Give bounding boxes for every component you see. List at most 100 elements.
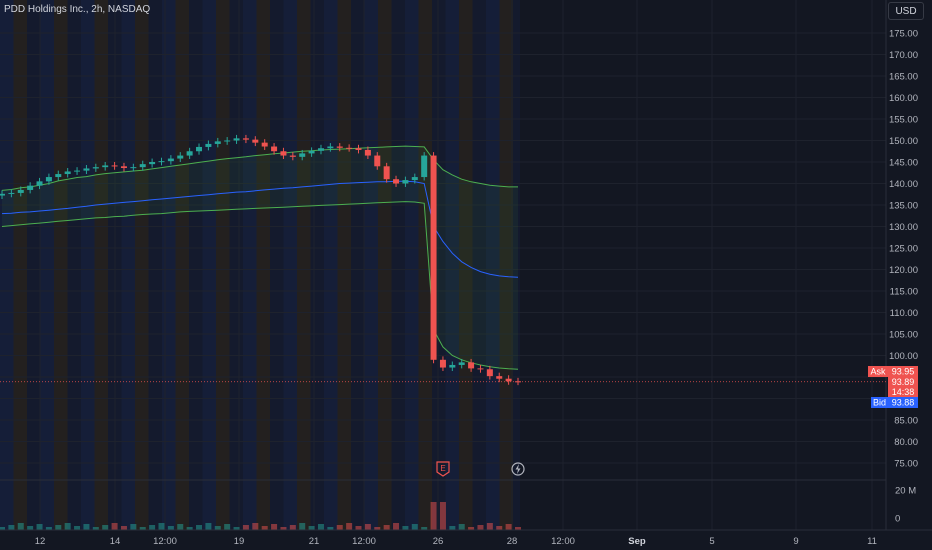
x-tick-label: 28 — [507, 536, 518, 547]
x-tick-label: 12 — [35, 536, 46, 547]
y-tick-label: 130.00 — [889, 222, 918, 233]
session-stripe — [391, 0, 405, 530]
volume-bar — [224, 524, 231, 530]
y-tick-label: 100.00 — [889, 351, 918, 362]
volume-bar — [102, 525, 109, 530]
candle-body — [196, 146, 203, 152]
volume-bar — [374, 527, 381, 530]
y-tick-label: 120.00 — [889, 265, 918, 276]
session-stripe — [81, 0, 95, 530]
candle-body — [477, 368, 484, 370]
candle-body — [74, 170, 81, 172]
session-stripe — [54, 0, 68, 530]
session-stripe — [324, 0, 338, 530]
y-tick-label: 165.00 — [889, 72, 918, 83]
candle-body — [411, 177, 418, 181]
y-tick-label: 105.00 — [889, 330, 918, 341]
grid-lines — [0, 0, 886, 530]
session-stripe — [27, 0, 41, 530]
candle-body — [167, 158, 174, 162]
session-stripe — [351, 0, 365, 530]
volume-bar — [242, 525, 249, 530]
candle-body — [261, 142, 268, 147]
dividend-marker[interactable] — [511, 462, 525, 476]
bid-label-tag — [871, 397, 888, 408]
candle-body — [158, 161, 165, 163]
candle-body — [186, 151, 193, 156]
session-stripe — [297, 0, 311, 530]
volume-bar — [515, 527, 521, 530]
candle-body — [289, 155, 296, 157]
volume-bar — [383, 525, 390, 530]
x-tick-label: Sep — [628, 536, 646, 547]
currency-button[interactable]: USD — [888, 2, 924, 20]
volume-bar — [486, 523, 493, 530]
session-stripe — [513, 0, 520, 530]
candle-body — [421, 155, 428, 178]
volume-bar — [8, 525, 15, 530]
candle-body — [458, 362, 465, 365]
volume-bar — [439, 502, 446, 530]
volume-bar — [27, 526, 34, 530]
ask-label: Ask — [870, 367, 886, 377]
volume-bar — [186, 527, 193, 530]
volume-tick-label: 20 M — [895, 486, 916, 497]
candle-body — [8, 192, 15, 194]
session-stripe — [270, 0, 284, 530]
candle-body — [393, 179, 400, 184]
y-tick-label: 75.00 — [894, 459, 918, 470]
time-axis-bg — [0, 530, 932, 550]
volume-bar — [430, 502, 437, 530]
volume-bar — [139, 527, 146, 530]
session-stripe — [13, 0, 27, 530]
session-stripe — [364, 0, 378, 530]
session-stripe — [499, 0, 513, 530]
candle-body — [149, 162, 156, 165]
volume-bar — [299, 523, 306, 530]
volume-bar — [271, 524, 278, 530]
volume-bar — [402, 526, 409, 530]
volume-bar — [505, 524, 512, 530]
ask-label-tag — [868, 366, 888, 377]
volume-bar — [214, 526, 221, 530]
volume-bar — [130, 524, 137, 530]
candle-body — [111, 165, 118, 167]
volume-bar — [64, 523, 71, 530]
x-tick-label: 26 — [433, 536, 444, 547]
session-stripe — [486, 0, 500, 530]
candle-body — [374, 155, 381, 167]
candle-body — [130, 167, 137, 169]
candle-body — [336, 146, 343, 148]
session-stripe — [189, 0, 203, 530]
volume-bar — [149, 525, 156, 530]
earnings-marker[interactable]: E — [436, 461, 450, 477]
event-markers[interactable]: E — [436, 461, 525, 477]
volume-bar — [346, 523, 353, 530]
volume-bar — [17, 523, 24, 530]
session-stripe — [162, 0, 176, 530]
session-stripe — [121, 0, 135, 530]
candle-body — [299, 153, 306, 157]
session-stripe — [310, 0, 324, 530]
ask-value-tag — [888, 366, 918, 377]
last-price-value: 93.89 — [892, 377, 915, 387]
session-stripe — [175, 0, 189, 530]
candle-body — [27, 185, 34, 190]
chart-title: PDD Holdings Inc., 2h, NASDAQ — [4, 4, 151, 15]
session-stripe — [229, 0, 243, 530]
session-stripe — [0, 0, 14, 530]
volume-bar — [458, 524, 465, 530]
candle-body — [505, 378, 512, 382]
y-tick-label: 125.00 — [889, 244, 918, 255]
candle-body — [496, 376, 503, 379]
y-tick-label: 160.00 — [889, 93, 918, 104]
candle-body — [242, 138, 249, 140]
session-stripe — [405, 0, 419, 530]
y-tick-label: 115.00 — [890, 287, 918, 298]
x-tick-label: 14 — [110, 536, 121, 547]
volume-bar — [327, 527, 334, 530]
candle-body — [102, 165, 109, 168]
session-stripe — [148, 0, 162, 530]
